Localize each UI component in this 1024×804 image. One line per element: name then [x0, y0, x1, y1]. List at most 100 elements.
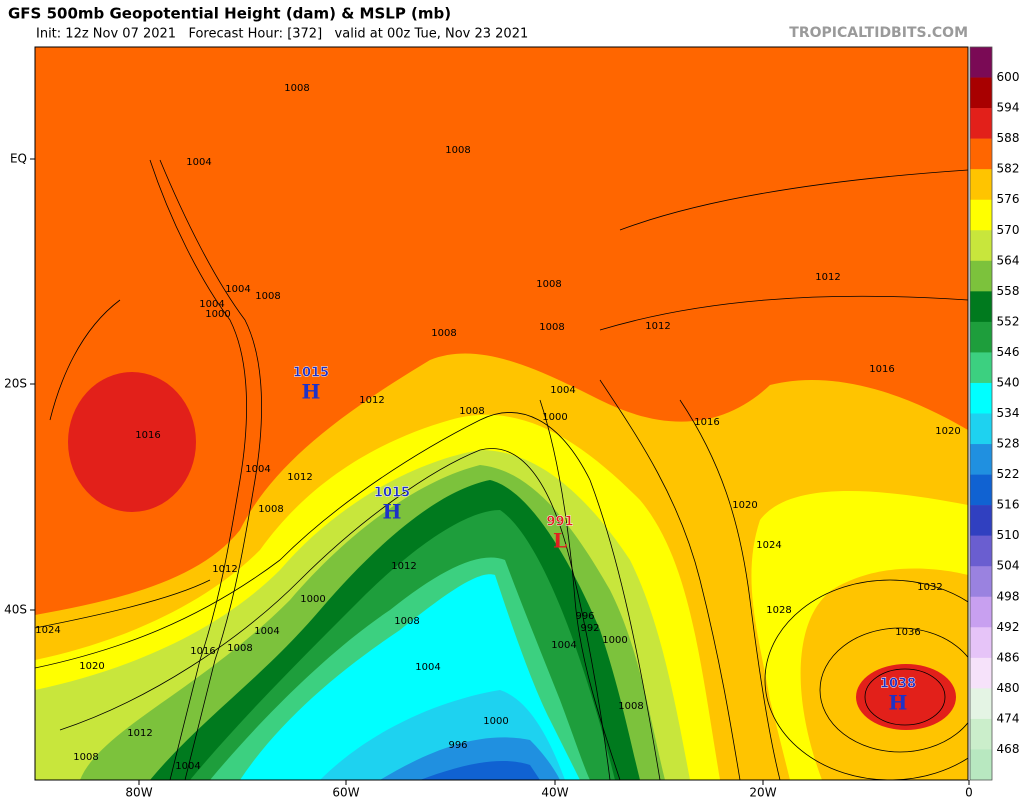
isobar-label: 1004: [186, 157, 211, 168]
isobar-label: 1008: [459, 406, 484, 417]
field-yellow: [751, 491, 968, 780]
center-symbol: L: [553, 529, 567, 553]
isobar-label: 1008: [445, 145, 470, 156]
colorbar-label: 534: [997, 406, 1020, 420]
latitude-label: EQ: [10, 152, 27, 166]
latitude-label: 40S: [4, 603, 27, 617]
colorbar-label: 498: [997, 589, 1020, 603]
isobar-label: 1012: [359, 395, 384, 406]
isobar: [49, 299, 121, 421]
colorbar-swatch: [970, 382, 992, 414]
isobar: [35, 579, 211, 629]
latitude-label: 20S: [4, 377, 27, 391]
isobar-label: 1004: [415, 662, 440, 673]
colorbar-label: 576: [997, 192, 1020, 206]
watermark: TROPICALTIDBITS.COM: [789, 25, 968, 41]
colorbar-swatch: [970, 138, 992, 170]
subtitle: Init: 12z Nov 07 2021 Forecast Hour: [37…: [36, 27, 528, 42]
isobar: [819, 627, 968, 753]
field-darkblue: [420, 760, 540, 780]
isobar-label: 1008: [618, 701, 643, 712]
colorbar-swatch: [970, 505, 992, 536]
colorbar-swatch: [970, 169, 992, 201]
isobars: [35, 159, 968, 780]
isobar-label: 1004: [199, 299, 224, 310]
field-red: [856, 664, 956, 730]
center-symbol: H: [889, 691, 908, 715]
longitude-label: 60W: [332, 786, 359, 800]
isobar-label: 1000: [205, 309, 230, 320]
colorbar-swatch: [970, 749, 992, 781]
colorbar-label: 522: [997, 467, 1020, 481]
isobar-label: 1004: [225, 284, 250, 295]
colorbar-swatch: [970, 566, 992, 598]
isobar-label: 1004: [245, 464, 270, 475]
colorbar-label: 492: [997, 620, 1020, 634]
colorbar-swatch: [970, 657, 992, 689]
isobar-label: 1036: [895, 627, 920, 638]
colorbar-label: 480: [997, 681, 1020, 695]
center-value: 1015: [293, 366, 329, 381]
colorbar-label: 504: [997, 559, 1020, 573]
colorbar-label: 588: [997, 131, 1020, 145]
isobar-label: 1004: [550, 385, 575, 396]
height-field: [35, 47, 968, 780]
colorbar-swatch: [970, 260, 992, 292]
isobar-label: 1016: [190, 646, 215, 657]
colorbar-label: 552: [997, 314, 1020, 328]
isobar: [599, 295, 968, 331]
isobar-label: 1008: [258, 504, 283, 515]
colorbar-swatch: [970, 199, 992, 231]
isobar-label: 1016: [694, 417, 719, 428]
isobar-label: 1008: [431, 328, 456, 339]
isobar: [764, 579, 968, 780]
center-value: 1038: [880, 677, 916, 692]
isobar-label: 1020: [935, 426, 960, 437]
center-value: 991: [546, 515, 573, 530]
colorbar-swatch: [970, 321, 992, 353]
isobar-label: 1012: [391, 561, 416, 572]
isobar-label: 1008: [73, 752, 98, 763]
isobar: [35, 412, 661, 780]
longitude-label: 20W: [749, 786, 776, 800]
isobar-label: 1008: [227, 643, 252, 654]
longitude-label: 0: [965, 786, 973, 800]
isobar-label: 1012: [645, 321, 670, 332]
isobar-label: 1004: [551, 640, 576, 651]
isobar: [149, 159, 247, 780]
colorbar-label: 474: [997, 711, 1020, 725]
isobar-label: 1008: [284, 83, 309, 94]
isobar-label: 1008: [536, 279, 561, 290]
isobar-label: 1008: [394, 616, 419, 627]
center-symbol: H: [302, 380, 321, 404]
colorbar-swatch: [970, 474, 992, 506]
colorbar-swatch: [970, 108, 992, 139]
colorbar-swatch: [970, 535, 992, 567]
center-value: 1015: [374, 486, 410, 501]
longitude-label: 40W: [541, 786, 568, 800]
isobar-label: 1024: [756, 540, 781, 551]
colorbar-label: 570: [997, 223, 1020, 237]
colorbar-label: 600: [997, 70, 1020, 84]
isobar: [539, 399, 621, 780]
map-frame: [34, 46, 969, 781]
longitude-label: 80W: [125, 786, 152, 800]
isobar-label: 1016: [135, 430, 160, 441]
isobar-label: 1000: [300, 594, 325, 605]
isobar-label: 992: [580, 623, 599, 634]
isobar: [679, 399, 781, 780]
isobar-label: 996: [575, 611, 594, 622]
isobar: [619, 169, 968, 231]
isobar-label: 1004: [175, 761, 200, 772]
isobar-label: 1024: [35, 625, 60, 636]
isobar-label: 1020: [732, 500, 757, 511]
colorbar-swatch: [970, 230, 992, 262]
colorbar: 600 594 588 582 576 570 564 558 552 546 540 534 528 5…: [969, 46, 1020, 781]
isobar-label: 996: [448, 740, 467, 751]
isobar-label: 1016: [869, 364, 894, 375]
isobar-label: 1008: [539, 322, 564, 333]
colorbar-swatch: [970, 413, 992, 445]
isobar: [864, 668, 946, 726]
colorbar-swatch: [970, 688, 992, 720]
